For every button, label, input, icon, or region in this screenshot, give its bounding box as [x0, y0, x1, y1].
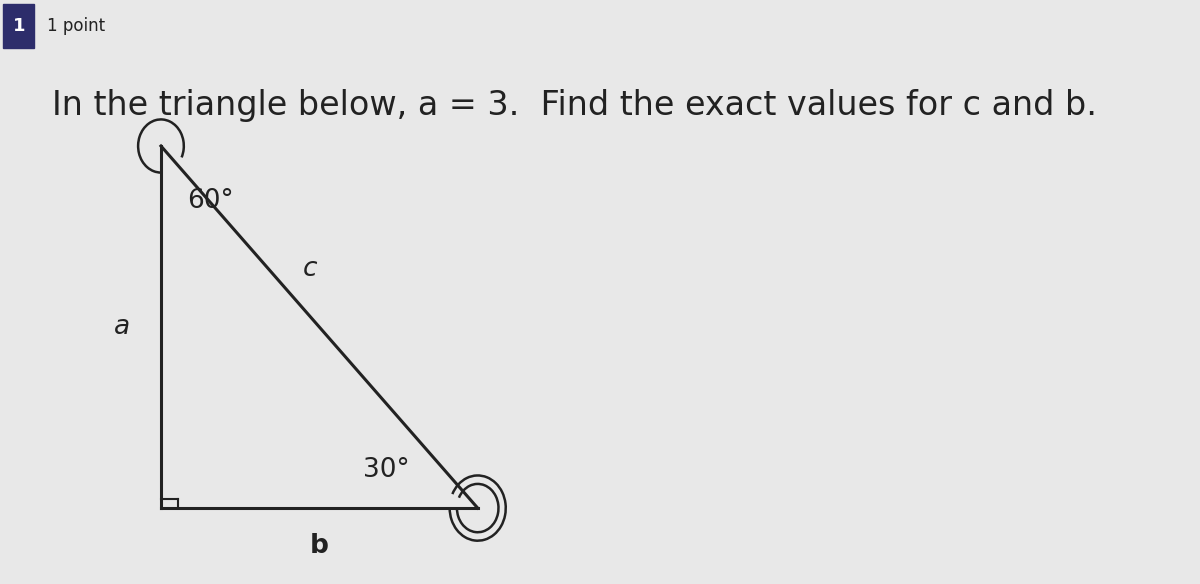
Text: 30°: 30° [364, 457, 409, 483]
Text: 60°: 60° [187, 189, 234, 214]
Text: In the triangle below, a = 3.  Find the exact values for c and b.: In the triangle below, a = 3. Find the e… [52, 89, 1097, 121]
Text: b: b [310, 533, 329, 559]
Text: 1: 1 [12, 18, 25, 35]
Text: c: c [304, 256, 318, 282]
Text: 1 point: 1 point [47, 18, 104, 35]
FancyBboxPatch shape [4, 5, 35, 48]
Text: a: a [114, 314, 130, 340]
